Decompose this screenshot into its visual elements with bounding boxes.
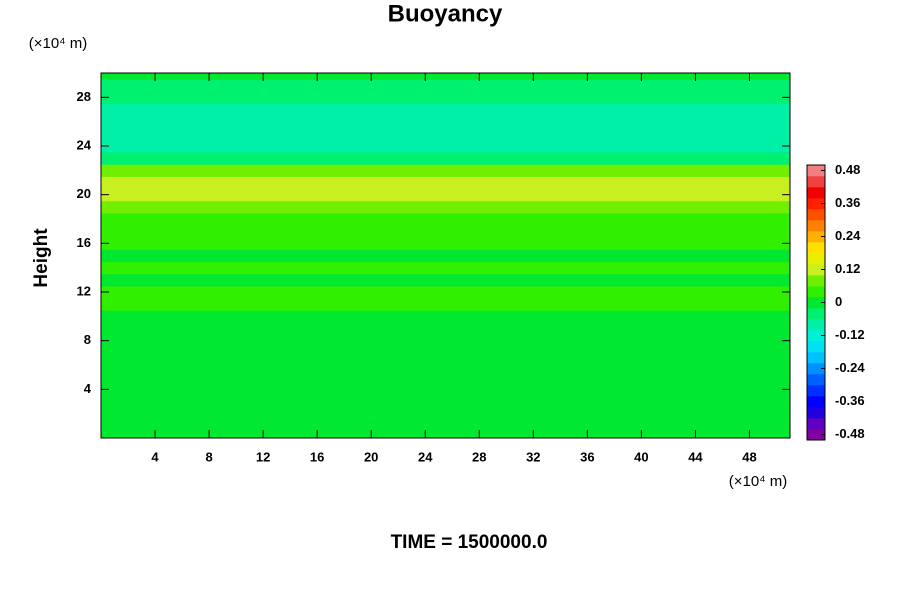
x-tick-label: 8 [205, 449, 212, 464]
y-tick-label: 4 [84, 381, 92, 396]
colorbar-swatch [807, 176, 825, 188]
heat-band [101, 285, 790, 299]
colorbar-swatch [807, 253, 825, 265]
heat-band [101, 237, 790, 250]
heat-band [101, 164, 790, 177]
heat-band [101, 395, 790, 409]
x-tick-label: 40 [634, 449, 648, 464]
y-axis-label: Height [31, 228, 52, 288]
colorbar-tick-label: -0.24 [835, 360, 865, 375]
x-tick-label: 16 [310, 449, 324, 464]
x-tick-label: 32 [526, 449, 540, 464]
heat-band [101, 176, 790, 190]
colorbar-swatch [807, 308, 825, 320]
heat-band [101, 273, 790, 287]
heat-band [101, 73, 790, 80]
chart-title: Buoyancy [388, 0, 503, 27]
y-unit-label: (×10⁴ m) [29, 35, 88, 52]
colorbar-swatch [807, 429, 825, 441]
heat-band [101, 127, 790, 141]
y-tick-label: 20 [77, 186, 91, 201]
x-unit-label: (×10⁴ m) [729, 473, 788, 490]
colorbar-swatch [807, 198, 825, 210]
colorbar-tick-label: 0.36 [835, 195, 860, 210]
heat-band [101, 200, 790, 214]
heat-band [101, 298, 790, 311]
colorbar-swatch [807, 275, 825, 287]
colorbar-tick-label: 0.48 [835, 162, 860, 177]
heat-band [101, 139, 790, 153]
colorbar-swatch [807, 297, 825, 309]
colorbar-swatch [807, 418, 825, 430]
colorbar-swatch [807, 209, 825, 221]
heat-band [101, 103, 790, 117]
y-tick-label: 24 [77, 137, 92, 152]
x-tick-label: 4 [151, 449, 159, 464]
heat-band [101, 431, 790, 439]
heat-band [101, 115, 790, 129]
time-label: TIME = 1500000.0 [391, 532, 548, 553]
colorbar-swatch [807, 363, 825, 375]
heat-band [101, 407, 790, 421]
colorbar-swatch [807, 286, 825, 298]
colorbar-swatch [807, 396, 825, 408]
colorbar-swatch [807, 352, 825, 364]
y-tick-label: 12 [77, 283, 91, 298]
heat-band [101, 346, 790, 360]
x-tick-label: 12 [256, 449, 270, 464]
heat-band [101, 249, 790, 263]
heat-band [101, 358, 790, 372]
heat-band [101, 322, 790, 336]
x-tick-label: 44 [688, 449, 703, 464]
colorbar-swatch [807, 407, 825, 419]
colorbar-tick-label: -0.12 [835, 327, 865, 342]
plot-frame [100, 72, 791, 439]
heat-band [101, 334, 790, 348]
colorbar-swatch [807, 319, 825, 331]
colorbar-tick-label: 0 [835, 294, 842, 309]
colorbar-swatch [807, 242, 825, 254]
colorbar-tick-label: -0.36 [835, 393, 865, 408]
colorbar-swatch [807, 330, 825, 342]
colorbar-swatch [807, 385, 825, 397]
heat-band [101, 261, 790, 275]
colorbar-tick-label: 0.24 [835, 228, 861, 243]
colorbar-swatch [807, 231, 825, 243]
x-tick-label: 28 [472, 449, 486, 464]
heat-band [101, 225, 790, 238]
x-tick-label: 36 [580, 449, 594, 464]
colorbar-swatch [807, 165, 825, 177]
y-tick-label: 28 [77, 89, 91, 104]
colorbar-swatch [807, 264, 825, 276]
heat-band [101, 212, 790, 226]
colorbar-swatch [807, 187, 825, 199]
x-tick-label: 48 [742, 449, 756, 464]
y-tick-label: 8 [84, 332, 91, 347]
colorbar-swatch [807, 341, 825, 353]
heat-band [101, 419, 790, 433]
heat-band [101, 91, 790, 104]
colorbar-tick-label: -0.48 [835, 426, 865, 441]
heat-band [101, 152, 790, 165]
colorbar-swatch [807, 220, 825, 232]
y-tick-label: 16 [77, 235, 91, 250]
x-tick-label: 24 [418, 449, 433, 464]
heat-band [101, 383, 790, 396]
heat-band [101, 188, 790, 202]
heat-band [101, 310, 790, 323]
heat-band [101, 79, 790, 92]
x-tick-label: 20 [364, 449, 378, 464]
colorbar-tick-label: 0.12 [835, 261, 860, 276]
heat-band [101, 371, 790, 384]
colorbar-swatch [807, 374, 825, 386]
